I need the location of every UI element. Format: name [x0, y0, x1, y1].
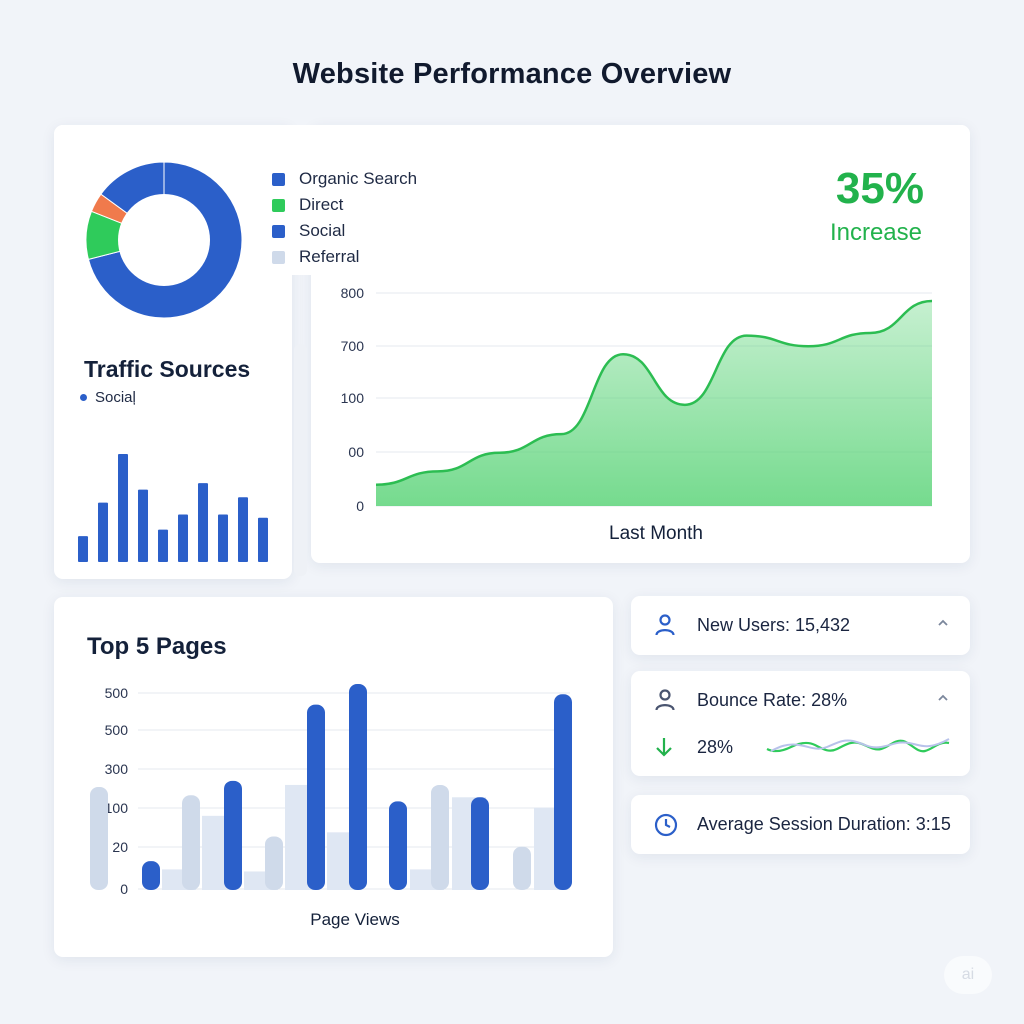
bar-secondary	[513, 846, 531, 890]
legend-label: Social	[299, 221, 346, 240]
arrow-down-icon	[656, 738, 672, 757]
bar-secondary	[182, 795, 200, 890]
legend-label: Referral	[299, 247, 360, 266]
legend-dot	[80, 394, 87, 401]
top-pages-card	[54, 597, 613, 957]
traffic-donut-chart	[85, 161, 243, 319]
traffic-mini-bar-chart	[78, 454, 268, 562]
legend-label: Organic Search	[299, 169, 418, 188]
page-views-bar-chart: 0 20 100 300 500 500 Page Views	[90, 684, 572, 929]
area-series-fill	[376, 300, 932, 506]
clock-icon	[654, 813, 678, 837]
mini-bar	[138, 489, 148, 562]
top-pages-title: Top 5 Pages	[87, 633, 227, 660]
mini-bar	[98, 502, 108, 562]
traffic-sub-label: Sociaļ	[95, 389, 136, 406]
metric-card-session-duration[interactable]: Average Session Duration: 3:15	[631, 795, 970, 854]
legend-swatch	[272, 172, 285, 186]
y-tick-label: 700	[341, 338, 365, 354]
bounce-rate-label: Bounce Rate: 28%	[697, 690, 848, 710]
y-tick-label: 20	[112, 839, 128, 855]
mini-bar	[198, 483, 208, 562]
bar-primary	[142, 861, 160, 890]
mini-bar	[238, 497, 248, 562]
y-tick-label: 0	[120, 881, 128, 897]
y-tick-label: 500	[105, 722, 129, 738]
bar-primary	[471, 797, 489, 890]
y-tick-label: 800	[341, 285, 365, 301]
bounce-sparkline	[766, 738, 950, 753]
session-duration-label: Average Session Duration: 3:15	[697, 814, 951, 834]
metric-card-new-users[interactable]: New Users: 15,432	[631, 596, 970, 655]
bar-primary	[554, 694, 572, 890]
page-title: Website Performance Overview	[292, 58, 732, 90]
mini-bar	[78, 536, 88, 562]
area-x-axis-label: Last Month	[609, 523, 703, 544]
legend-item-referral: Referral	[272, 244, 417, 270]
y-tick-label: 500	[105, 685, 129, 701]
user-icon	[655, 689, 675, 711]
bar-x-axis-label: Page Views	[310, 910, 399, 929]
chevron-up-icon[interactable]	[936, 691, 950, 708]
traffic-sources-sub-legend: Sociaļ	[80, 389, 136, 406]
watermark-badge: ai	[944, 956, 992, 994]
bar-secondary	[431, 784, 449, 890]
mini-bar	[218, 514, 228, 562]
bar-primary	[349, 684, 367, 890]
bar-primary	[224, 780, 242, 890]
legend-label: Direct	[299, 195, 344, 214]
y-tick-label: 0	[356, 498, 364, 514]
user-icon	[655, 614, 675, 636]
bounce-rate-sub-value: 28%	[697, 737, 734, 757]
kpi-label: Increase	[829, 219, 922, 246]
legend-swatch	[272, 250, 285, 264]
new-users-label: New Users: 15,432	[697, 615, 851, 635]
y-tick-label: 00	[348, 444, 364, 460]
mini-bar	[118, 454, 128, 562]
y-tick-label: 100	[341, 390, 365, 406]
y-tick-label: 300	[105, 761, 129, 777]
bar-secondary	[265, 836, 283, 890]
metric-card-bounce-rate[interactable]: Bounce Rate: 28% 28%	[631, 671, 970, 776]
scrollbar[interactable]	[294, 344, 307, 576]
y-tick-label: 100	[105, 800, 129, 816]
mini-bar	[178, 514, 188, 562]
chevron-up-icon[interactable]	[936, 616, 950, 633]
bar-secondary	[90, 787, 108, 890]
traffic-sources-title: Traffic Sources	[84, 356, 251, 382]
legend-swatch	[272, 198, 285, 212]
mini-bar	[258, 517, 268, 562]
bar-primary	[307, 704, 325, 890]
bar-primary	[389, 801, 407, 890]
legend-item-social: Social	[272, 218, 417, 244]
legend-item-direct: Direct	[272, 192, 417, 218]
legend-item-organic-search: Organic Search	[272, 166, 417, 192]
area-series-line	[375, 299, 933, 486]
legend-swatch	[272, 224, 285, 238]
traffic-legend: Organic Search Direct Social Referral	[272, 166, 417, 270]
kpi-value: 35%	[835, 164, 924, 213]
mini-bar	[158, 529, 168, 562]
